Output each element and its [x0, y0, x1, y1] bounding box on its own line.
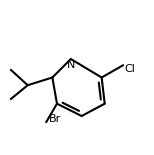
Text: Cl: Cl [125, 64, 136, 74]
Text: N: N [67, 60, 75, 70]
Text: Br: Br [49, 114, 62, 124]
